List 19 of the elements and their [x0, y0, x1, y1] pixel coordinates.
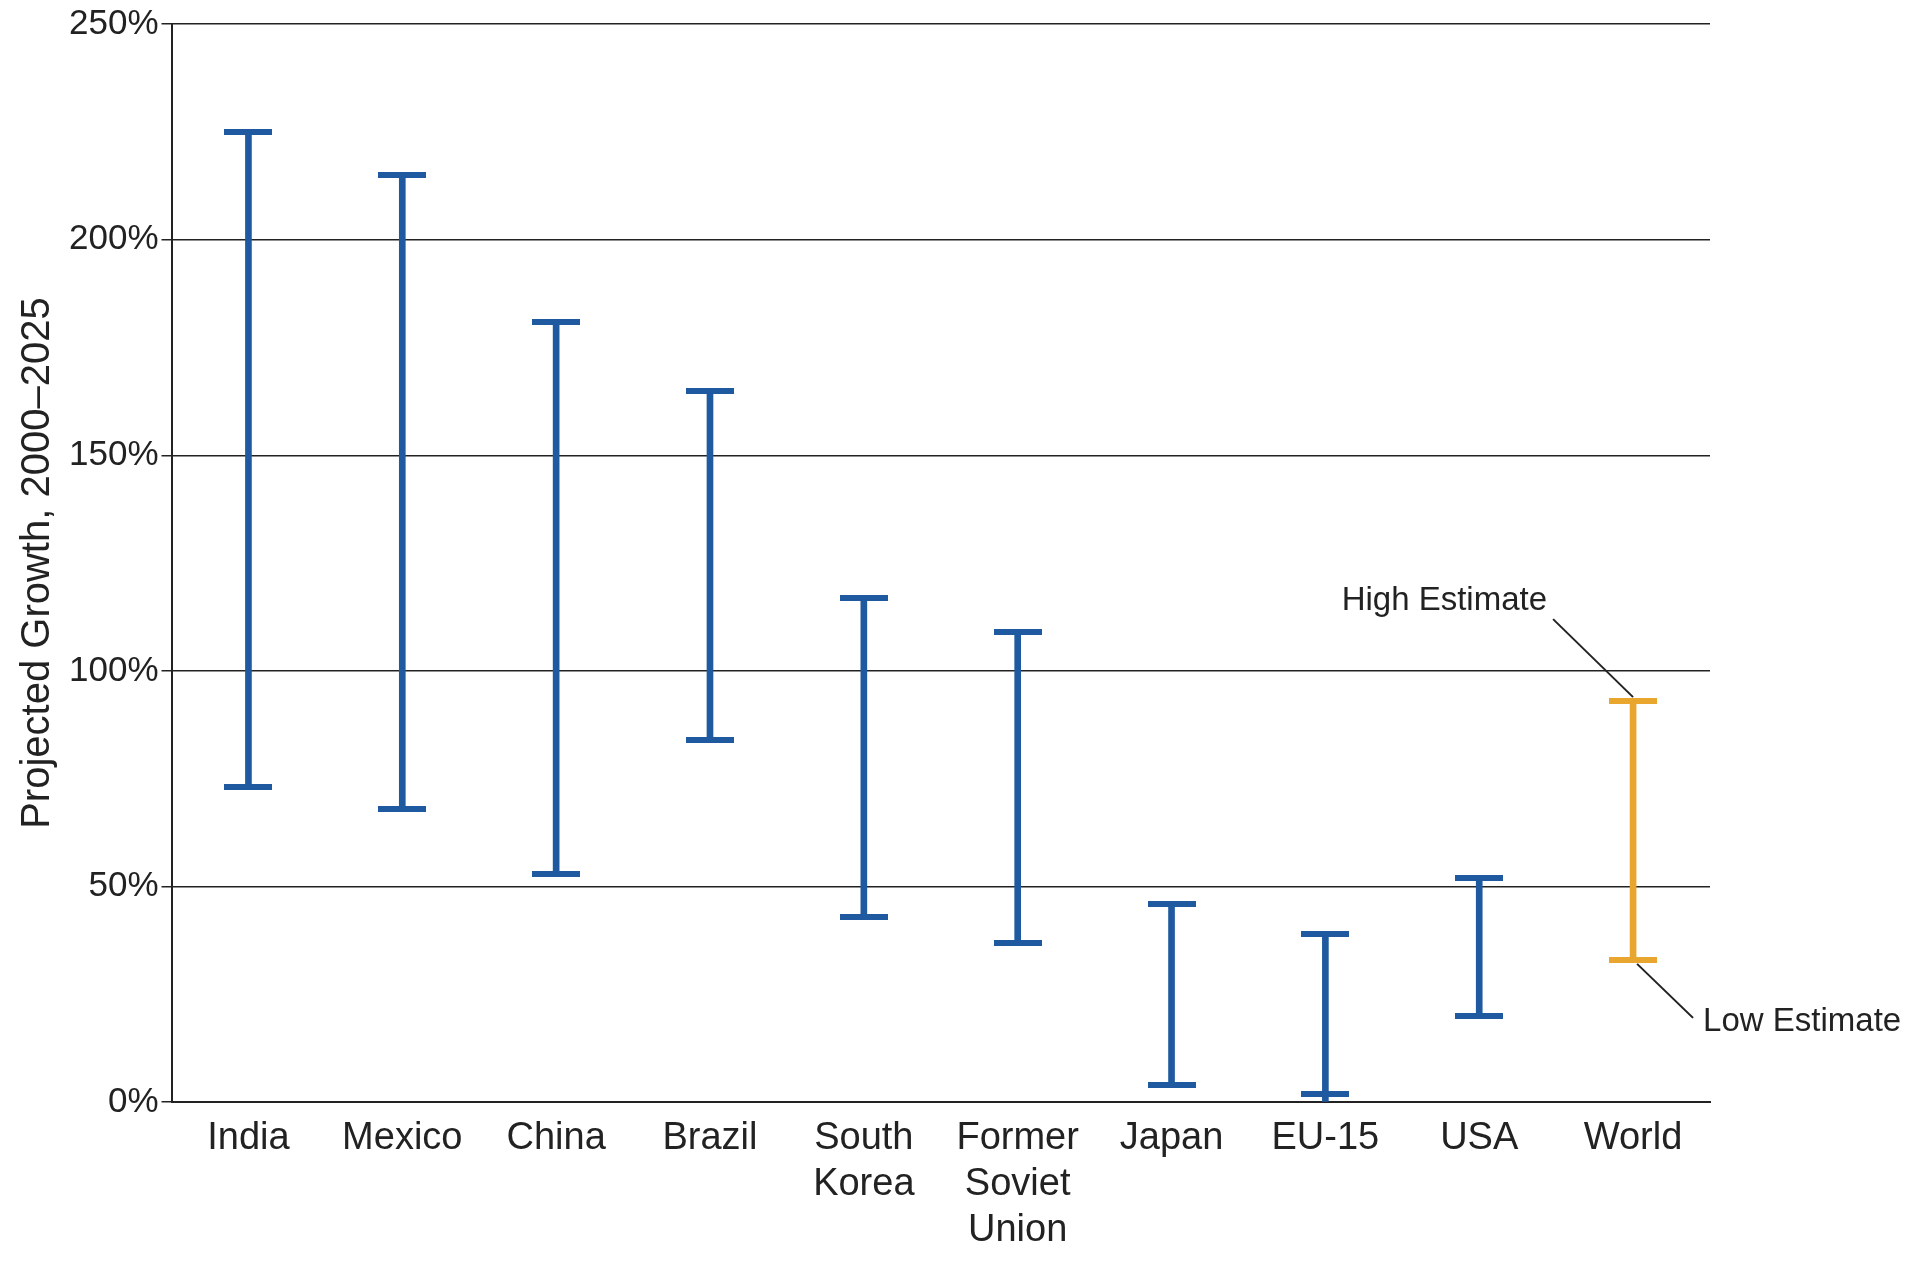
y-tick-label: 0% [107, 1079, 159, 1119]
x-tick-label: India [207, 1115, 291, 1158]
y-tick-label: 150% [68, 432, 159, 472]
x-tick-label: South Korea [813, 1115, 916, 1204]
y-tick-label: 250% [68, 1, 159, 41]
annotation: Low Estimate [1703, 1000, 1902, 1038]
y-tick-label: 200% [68, 217, 159, 257]
y-tick-label: 50% [88, 864, 159, 904]
y-tick-label: 100% [68, 648, 159, 688]
x-tick-label: Mexico [342, 1115, 463, 1158]
y-axis-title: Projected Growth, 2000–2025 [13, 297, 58, 829]
x-tick-label: Japan [1119, 1115, 1224, 1158]
x-tick-label: EU-15 [1271, 1115, 1380, 1158]
x-tick-label: USA [1440, 1115, 1519, 1158]
annotation: High Estimate [1341, 580, 1548, 618]
x-tick-label: Former Soviet Union [956, 1115, 1080, 1249]
x-tick-label: Brazil [662, 1115, 758, 1158]
x-tick-label: World [1583, 1115, 1683, 1158]
x-tick-label: China [506, 1115, 607, 1158]
